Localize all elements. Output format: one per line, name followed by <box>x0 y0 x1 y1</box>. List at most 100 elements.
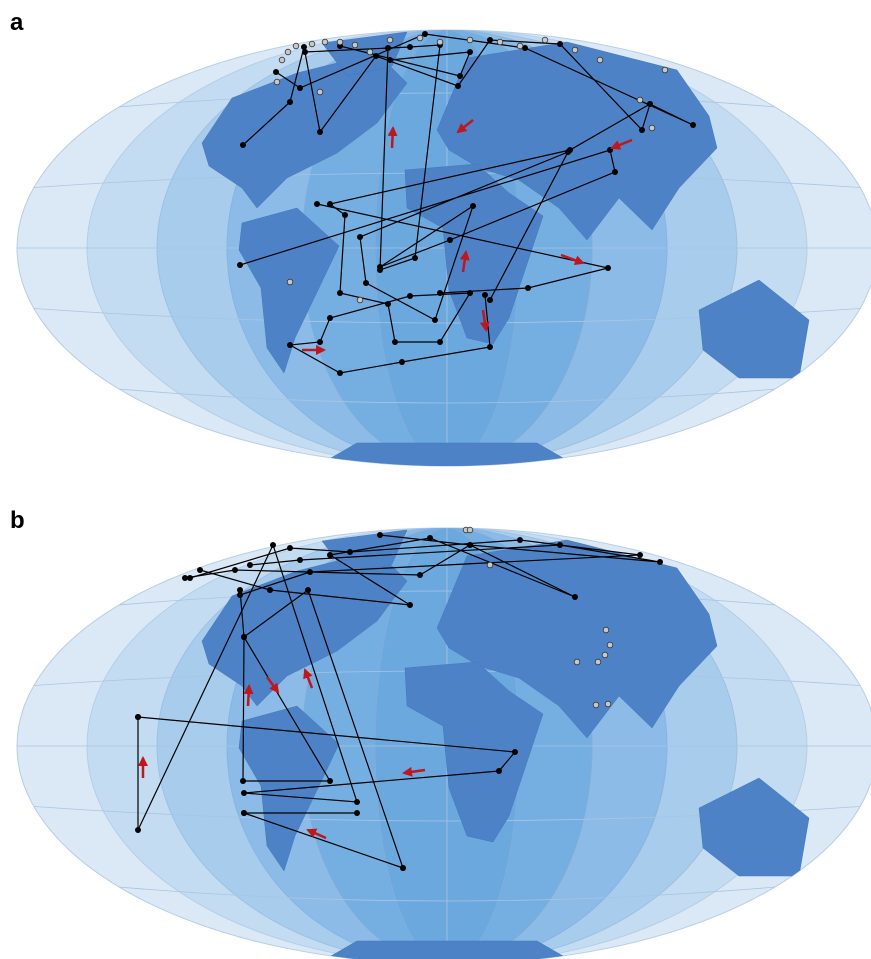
track-point <box>247 562 253 568</box>
track-point <box>407 44 413 50</box>
direction-arrow <box>243 684 254 707</box>
track-point <box>135 827 141 833</box>
track-point <box>347 549 353 555</box>
track-point <box>287 545 293 551</box>
sighting-point <box>541 36 549 44</box>
track-point <box>457 73 463 79</box>
track <box>184 544 661 579</box>
direction-arrow <box>610 138 633 150</box>
track-point <box>342 212 348 218</box>
sighting-point <box>316 88 324 96</box>
sighting-point <box>321 38 329 46</box>
track-point <box>267 587 273 593</box>
track-point <box>135 714 141 720</box>
track-point <box>307 569 313 575</box>
track-point <box>612 169 618 175</box>
track-point <box>455 83 461 89</box>
track-point <box>605 265 611 271</box>
track-point <box>422 31 428 37</box>
sighting-point <box>308 40 316 48</box>
track-point <box>197 567 203 573</box>
track <box>137 543 517 831</box>
track-point <box>399 359 405 365</box>
sighting-point <box>516 42 524 50</box>
track-point <box>657 559 663 565</box>
track-point <box>354 810 360 816</box>
track-point <box>385 45 391 51</box>
sighting-point <box>596 56 604 64</box>
track-point <box>363 280 369 286</box>
sighting-point <box>601 651 609 659</box>
track-point <box>327 201 333 207</box>
track-point <box>690 122 696 128</box>
track-point <box>557 41 563 47</box>
track-point <box>565 149 571 155</box>
track-point <box>337 290 343 296</box>
track-point <box>525 285 531 291</box>
track-point <box>317 339 323 345</box>
track-point <box>297 85 303 91</box>
direction-arrow <box>456 119 474 134</box>
sighting-point <box>602 626 610 634</box>
track <box>339 45 471 77</box>
track-point <box>357 234 363 240</box>
track-point <box>241 790 247 796</box>
sighting-point <box>436 38 444 46</box>
track-point <box>496 768 502 774</box>
sighting-point <box>336 38 344 46</box>
track-point <box>327 778 333 784</box>
track-point <box>377 532 383 538</box>
sighting-point <box>292 42 300 50</box>
sighting-point <box>648 124 656 132</box>
track-point <box>407 602 413 608</box>
track-point <box>432 317 438 323</box>
map-b <box>17 528 871 959</box>
direction-arrow <box>303 668 314 689</box>
sighting-point <box>386 36 394 44</box>
sighting-point <box>273 78 281 86</box>
trajectories-a <box>237 31 696 376</box>
direction-arrow <box>306 828 327 840</box>
track-point <box>557 542 563 548</box>
track-point <box>317 129 323 135</box>
track-point <box>482 292 488 298</box>
sighting-point <box>351 41 359 49</box>
track-point <box>487 344 493 350</box>
track-point <box>522 45 528 51</box>
track-point <box>437 339 443 345</box>
direction-arrow <box>560 253 585 265</box>
sighting-point <box>571 46 579 54</box>
track-point <box>647 101 653 107</box>
sighting-point <box>486 561 494 569</box>
sighting-point <box>606 641 614 649</box>
track-point <box>287 99 293 105</box>
track-point <box>301 44 307 50</box>
panel-label: b <box>10 507 25 534</box>
track-point <box>470 203 476 209</box>
track-point <box>572 594 578 600</box>
direction-arrow <box>402 766 426 777</box>
sighting-point <box>284 48 292 56</box>
sighting-point <box>636 96 644 104</box>
panel-label: a <box>10 9 24 36</box>
track-point <box>297 557 303 563</box>
track <box>243 812 404 869</box>
track-point <box>437 290 443 296</box>
track-point <box>327 315 333 321</box>
track-point <box>392 339 398 345</box>
sighting-point <box>356 296 364 304</box>
track-point <box>417 572 423 578</box>
track-point <box>305 587 311 593</box>
track-point <box>385 301 391 307</box>
track-point <box>241 810 247 816</box>
direction-arrow <box>459 250 470 273</box>
sighting-point <box>592 701 600 709</box>
track-point <box>187 575 193 581</box>
track-point <box>637 552 643 558</box>
direction-arrow <box>387 126 398 149</box>
track-point <box>240 778 246 784</box>
track-point <box>447 237 453 243</box>
track-point <box>377 267 383 273</box>
track-point <box>337 370 343 376</box>
